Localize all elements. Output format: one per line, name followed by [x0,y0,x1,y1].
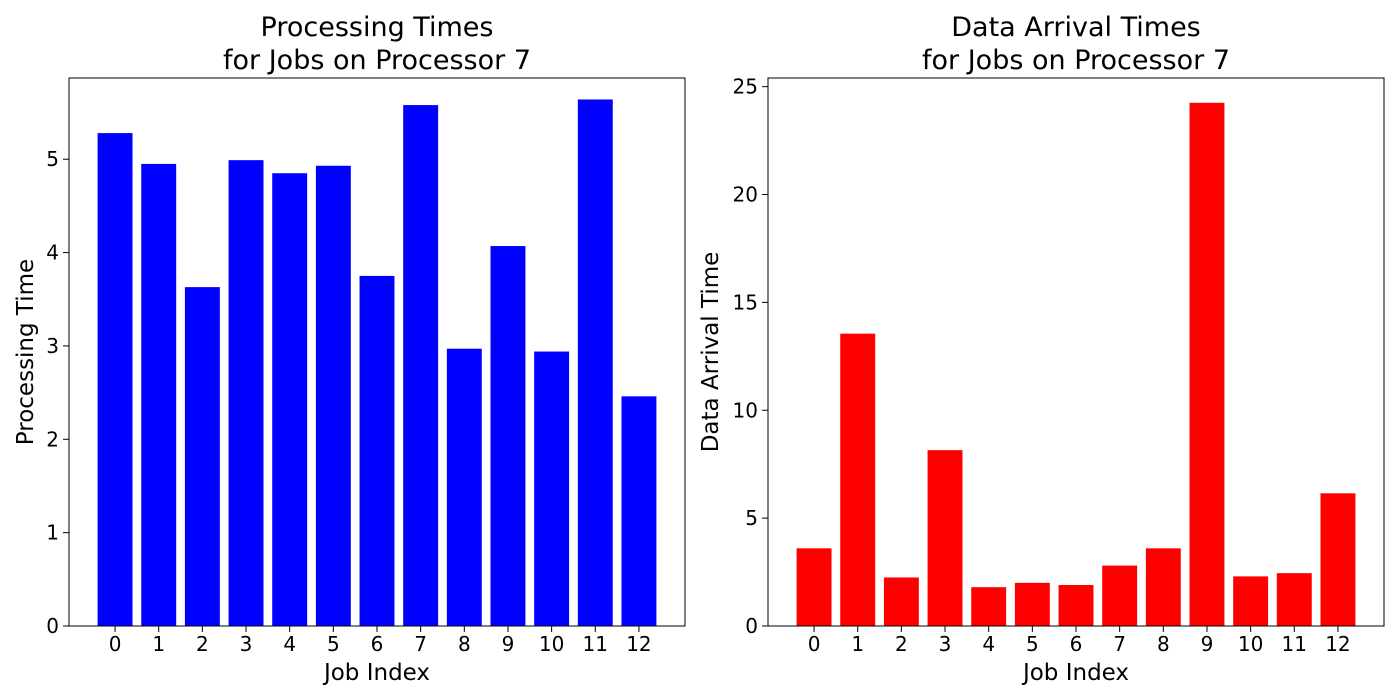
x-tick-label: 7 [1113,632,1126,656]
x-tick-label: 0 [109,632,122,656]
x-tick-label: 9 [502,632,515,656]
x-tick-label: 5 [1026,632,1039,656]
bar-job-8 [446,348,482,626]
x-tick-label: 9 [1201,632,1214,656]
chart-title-line-2: for Jobs on Processor 7 [223,45,531,76]
x-axis-label: Job Index [322,660,430,686]
bar-job-11 [577,99,613,626]
x-tick-label: 3 [240,632,253,656]
bar-job-4 [272,173,308,626]
x-tick-label: 10 [539,632,564,656]
bar-job-7 [403,105,439,627]
y-tick-label: 4 [46,241,59,265]
bar-job-8 [1145,548,1181,626]
y-tick-label: 5 [46,147,59,171]
bar-job-11 [1276,573,1312,626]
x-axis-ticks: 0 1 2 3 4 5 6 7 8 9 10 11 12 [109,626,652,656]
bar-job-2 [883,577,919,626]
x-axis-ticks: 0 1 2 3 4 5 6 7 8 9 10 11 12 [808,626,1351,656]
x-tick-label: 6 [371,632,384,656]
y-axis-ticks: 0 5 10 15 20 25 [733,75,768,638]
bar-job-3 [228,160,264,626]
bars [796,102,1356,626]
chart-title-line-1: Data Arrival Times [951,12,1201,43]
y-tick-label: 10 [733,398,758,422]
x-tick-label: 5 [327,632,340,656]
bar-job-7 [1102,565,1138,626]
bar-job-10 [1233,576,1269,626]
bar-job-12 [621,396,657,626]
bar-job-1 [141,163,177,626]
bar-job-1 [840,333,876,626]
y-tick-label: 2 [46,427,59,451]
x-tick-label: 1 [152,632,165,656]
x-tick-label: 8 [458,632,471,656]
y-tick-label: 0 [745,614,758,638]
chart-title-line-1: Processing Times [261,12,494,43]
bar-job-6 [1058,585,1094,626]
plot-frame [68,77,686,627]
processing-times-chart: Processing Times for Jobs on Processor 7… [13,12,686,686]
y-tick-label: 20 [733,183,758,207]
x-tick-label: 4 [283,632,296,656]
y-axis-ticks: 0 1 2 3 4 5 [46,147,69,638]
bar-job-9 [1189,102,1225,626]
y-tick-label: 25 [733,75,758,99]
x-tick-label: 3 [939,632,952,656]
x-tick-label: 2 [196,632,209,656]
bar-job-12 [1320,493,1356,626]
bar-job-10 [534,351,570,626]
plot-frame [767,77,1385,627]
bar-job-0 [97,133,133,626]
bar-job-4 [971,587,1007,626]
x-tick-label: 7 [414,632,427,656]
bar-job-9 [490,246,526,626]
x-tick-label: 6 [1070,632,1083,656]
x-tick-label: 12 [1325,632,1350,656]
y-axis-label: Processing Time [13,259,39,445]
bars [97,99,657,627]
x-tick-label: 8 [1157,632,1170,656]
x-tick-label: 11 [1282,632,1307,656]
x-tick-label: 4 [982,632,995,656]
y-axis-label: Data Arrival Time [698,252,724,453]
bar-job-6 [359,275,395,626]
x-tick-label: 2 [895,632,908,656]
y-tick-label: 1 [46,521,59,545]
bar-job-5 [315,165,351,626]
x-tick-label: 12 [626,632,651,656]
chart-title-line-2: for Jobs on Processor 7 [922,45,1230,76]
bar-job-2 [184,287,220,626]
bar-job-5 [1014,582,1050,626]
y-tick-label: 3 [46,334,59,358]
bar-job-3 [927,450,963,626]
bar-job-0 [796,548,832,626]
x-tick-label: 1 [851,632,864,656]
x-axis-label: Job Index [1021,660,1129,686]
x-tick-label: 11 [583,632,608,656]
y-tick-label: 15 [733,290,758,314]
data-arrival-times-chart: Data Arrival Times for Jobs on Processor… [698,12,1385,686]
x-tick-label: 10 [1238,632,1263,656]
y-tick-label: 0 [46,614,59,638]
y-tick-label: 5 [745,506,758,530]
x-tick-label: 0 [808,632,821,656]
